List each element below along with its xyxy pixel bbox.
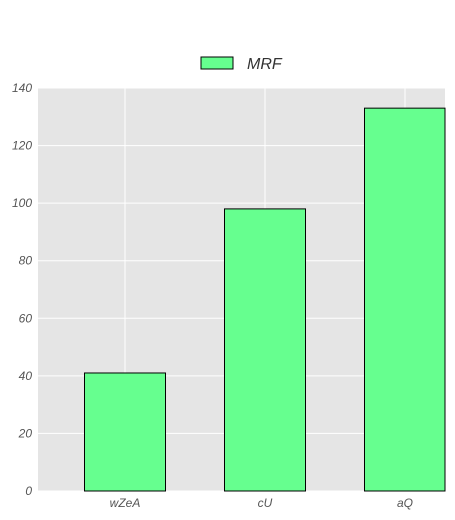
- x-tick-label-wZeA: wZeA: [110, 496, 141, 510]
- y-axis-ticks: 0 20 40 60 80 100 120 140: [12, 81, 32, 498]
- legend: MRF: [200, 56, 283, 73]
- legend-swatch: [200, 56, 234, 70]
- legend-label: MRF: [247, 56, 283, 73]
- y-tick-label: 120: [12, 139, 32, 153]
- x-tick-label-aQ: aQ: [397, 496, 413, 510]
- bar-wZeA: [84, 372, 166, 492]
- y-tick-label: 140: [12, 81, 32, 95]
- bars: [84, 107, 446, 492]
- bar-cU: [224, 208, 306, 492]
- y-tick-label: 60: [19, 311, 33, 325]
- y-tick-label: 80: [19, 254, 33, 268]
- x-tick-label-cU: cU: [258, 496, 273, 510]
- y-tick-label: 20: [18, 426, 33, 440]
- bar-aQ: [364, 107, 446, 492]
- y-tick-label: 100: [12, 196, 32, 210]
- x-axis-ticks: wZeA cU aQ: [110, 496, 413, 510]
- y-tick-label: 0: [25, 484, 32, 498]
- y-tick-label: 40: [19, 369, 33, 383]
